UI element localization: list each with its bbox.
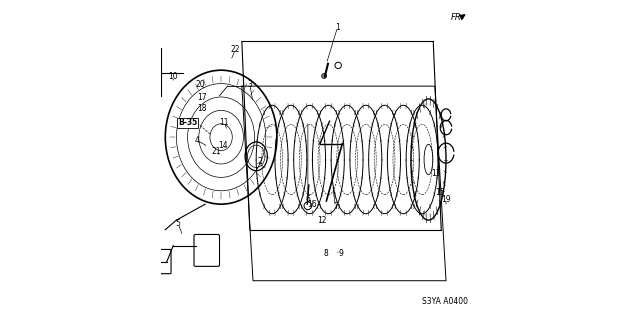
Circle shape: [321, 73, 326, 78]
Text: 14: 14: [218, 141, 227, 150]
Text: S3YA A0400: S3YA A0400: [422, 297, 468, 306]
Text: 6: 6: [305, 195, 310, 204]
Text: 12: 12: [317, 216, 326, 225]
Text: 16: 16: [307, 200, 317, 209]
Text: 7: 7: [333, 202, 338, 211]
Text: 19: 19: [441, 195, 451, 204]
Text: 2: 2: [257, 157, 262, 166]
Text: 3: 3: [248, 80, 252, 89]
Text: FR.: FR.: [451, 13, 464, 22]
Text: 5: 5: [175, 219, 180, 228]
Text: 1: 1: [335, 23, 340, 32]
Text: 17: 17: [197, 93, 207, 102]
Text: 11: 11: [220, 118, 229, 127]
Text: B-35: B-35: [178, 118, 197, 127]
Text: 9: 9: [339, 249, 343, 258]
Text: 15: 15: [435, 189, 444, 197]
Text: 8: 8: [323, 249, 328, 258]
Text: 13: 13: [431, 169, 441, 178]
Text: 18: 18: [197, 104, 207, 113]
Text: 10: 10: [168, 72, 178, 81]
Text: 22: 22: [230, 45, 240, 54]
Text: 20: 20: [196, 80, 205, 89]
Text: 21: 21: [212, 147, 221, 156]
Text: 4: 4: [195, 136, 200, 145]
